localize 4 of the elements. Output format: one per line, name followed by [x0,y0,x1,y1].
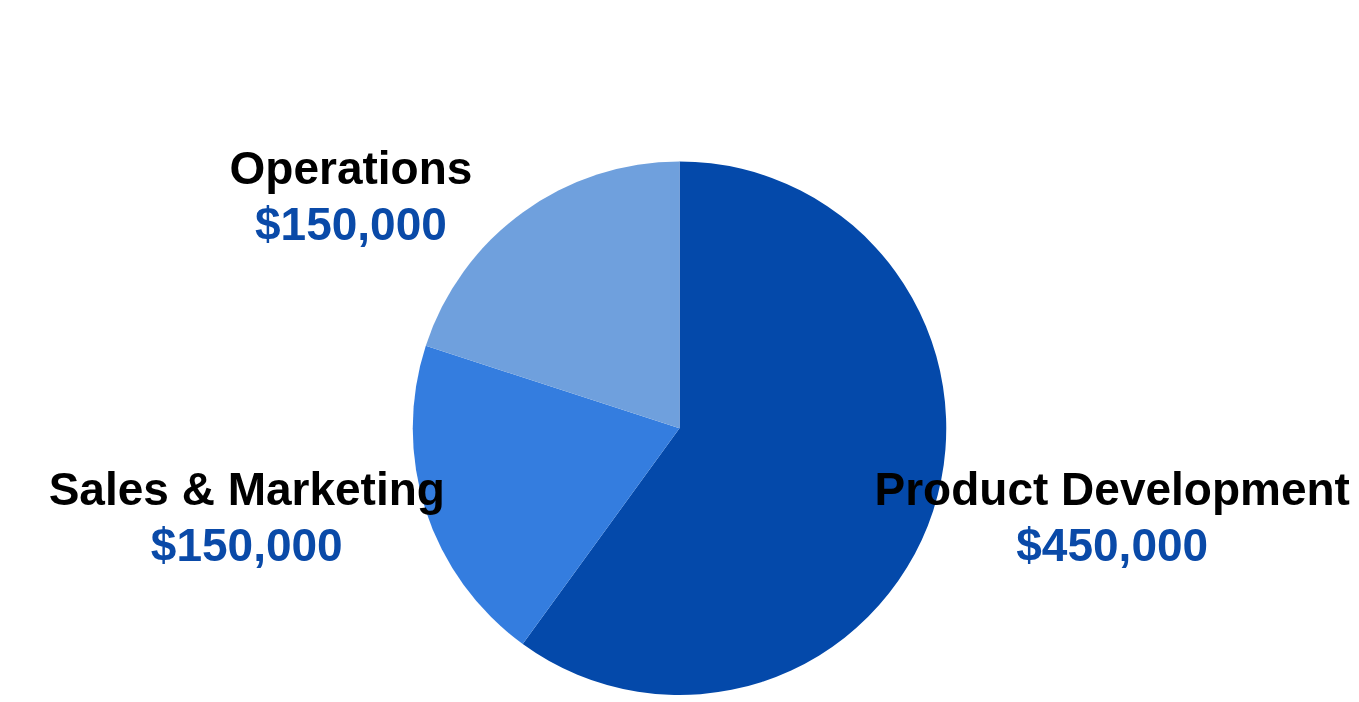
data-label: $150,000 [255,198,447,251]
data-label: $450,000 [1016,518,1209,571]
data-label: $150,000 [150,518,343,571]
slice-label: Operations [229,142,473,195]
